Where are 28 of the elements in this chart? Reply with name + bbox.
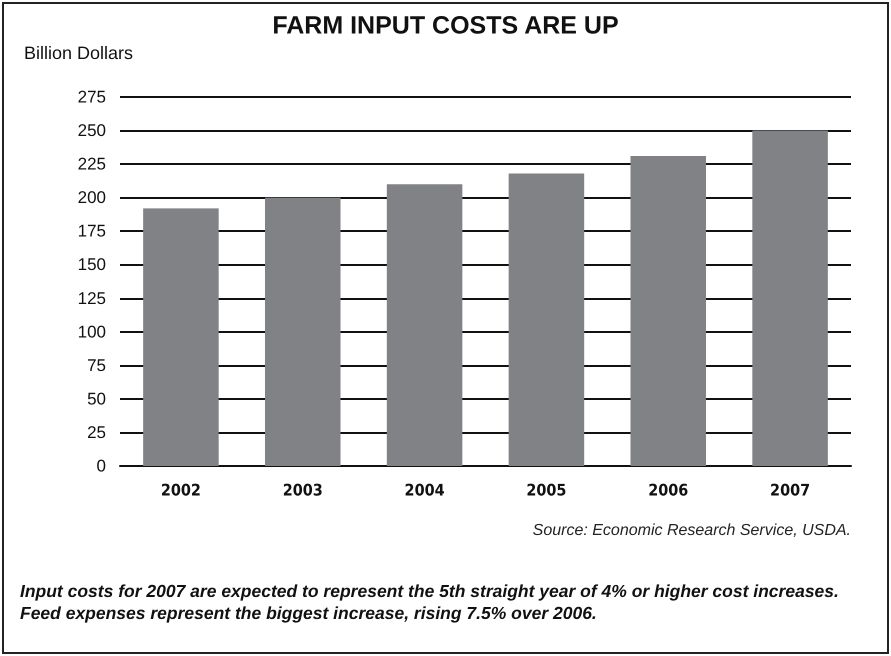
bar bbox=[386, 184, 462, 466]
x-tick-label: 2007 bbox=[770, 480, 810, 500]
y-axis-title: Billion Dollars bbox=[24, 43, 134, 63]
y-tick-label: 200 bbox=[78, 188, 106, 208]
bar bbox=[143, 208, 219, 466]
bar bbox=[752, 130, 828, 466]
bar bbox=[264, 198, 341, 466]
chart-title: FARM INPUT COSTS ARE UP bbox=[272, 12, 619, 40]
y-tick-label: 75 bbox=[87, 356, 106, 375]
y-tick-label: 100 bbox=[78, 322, 106, 342]
y-tick-label: 225 bbox=[78, 154, 106, 174]
source-note: Source: Economic Research Service, USDA. bbox=[532, 522, 851, 540]
x-tick-label: 2004 bbox=[404, 480, 445, 500]
x-tick-label: 2005 bbox=[526, 480, 566, 500]
text: Input costs for 2007 are expected to represent the 5th straight year of 4% or higher cost increases. Feed expenses represent the biggest increase, rising 7.5% over 2006. bbox=[20, 580, 840, 624]
y-tick-label: 0 bbox=[96, 456, 106, 476]
y-tick-label: 275 bbox=[78, 88, 106, 106]
y-tick-label: 175 bbox=[78, 222, 106, 241]
x-tick-label: 2006 bbox=[648, 480, 688, 500]
bar bbox=[508, 173, 584, 466]
y-tick-label: 50 bbox=[87, 389, 106, 408]
bar bbox=[630, 156, 706, 466]
x-tick-label: 2003 bbox=[282, 480, 323, 500]
y-tick-label: 25 bbox=[87, 422, 106, 442]
y-tick-label: 250 bbox=[78, 121, 106, 140]
x-tick-label: 2002 bbox=[160, 480, 201, 500]
y-tick-label: 125 bbox=[78, 288, 106, 308]
y-tick-label: 150 bbox=[78, 255, 106, 274]
